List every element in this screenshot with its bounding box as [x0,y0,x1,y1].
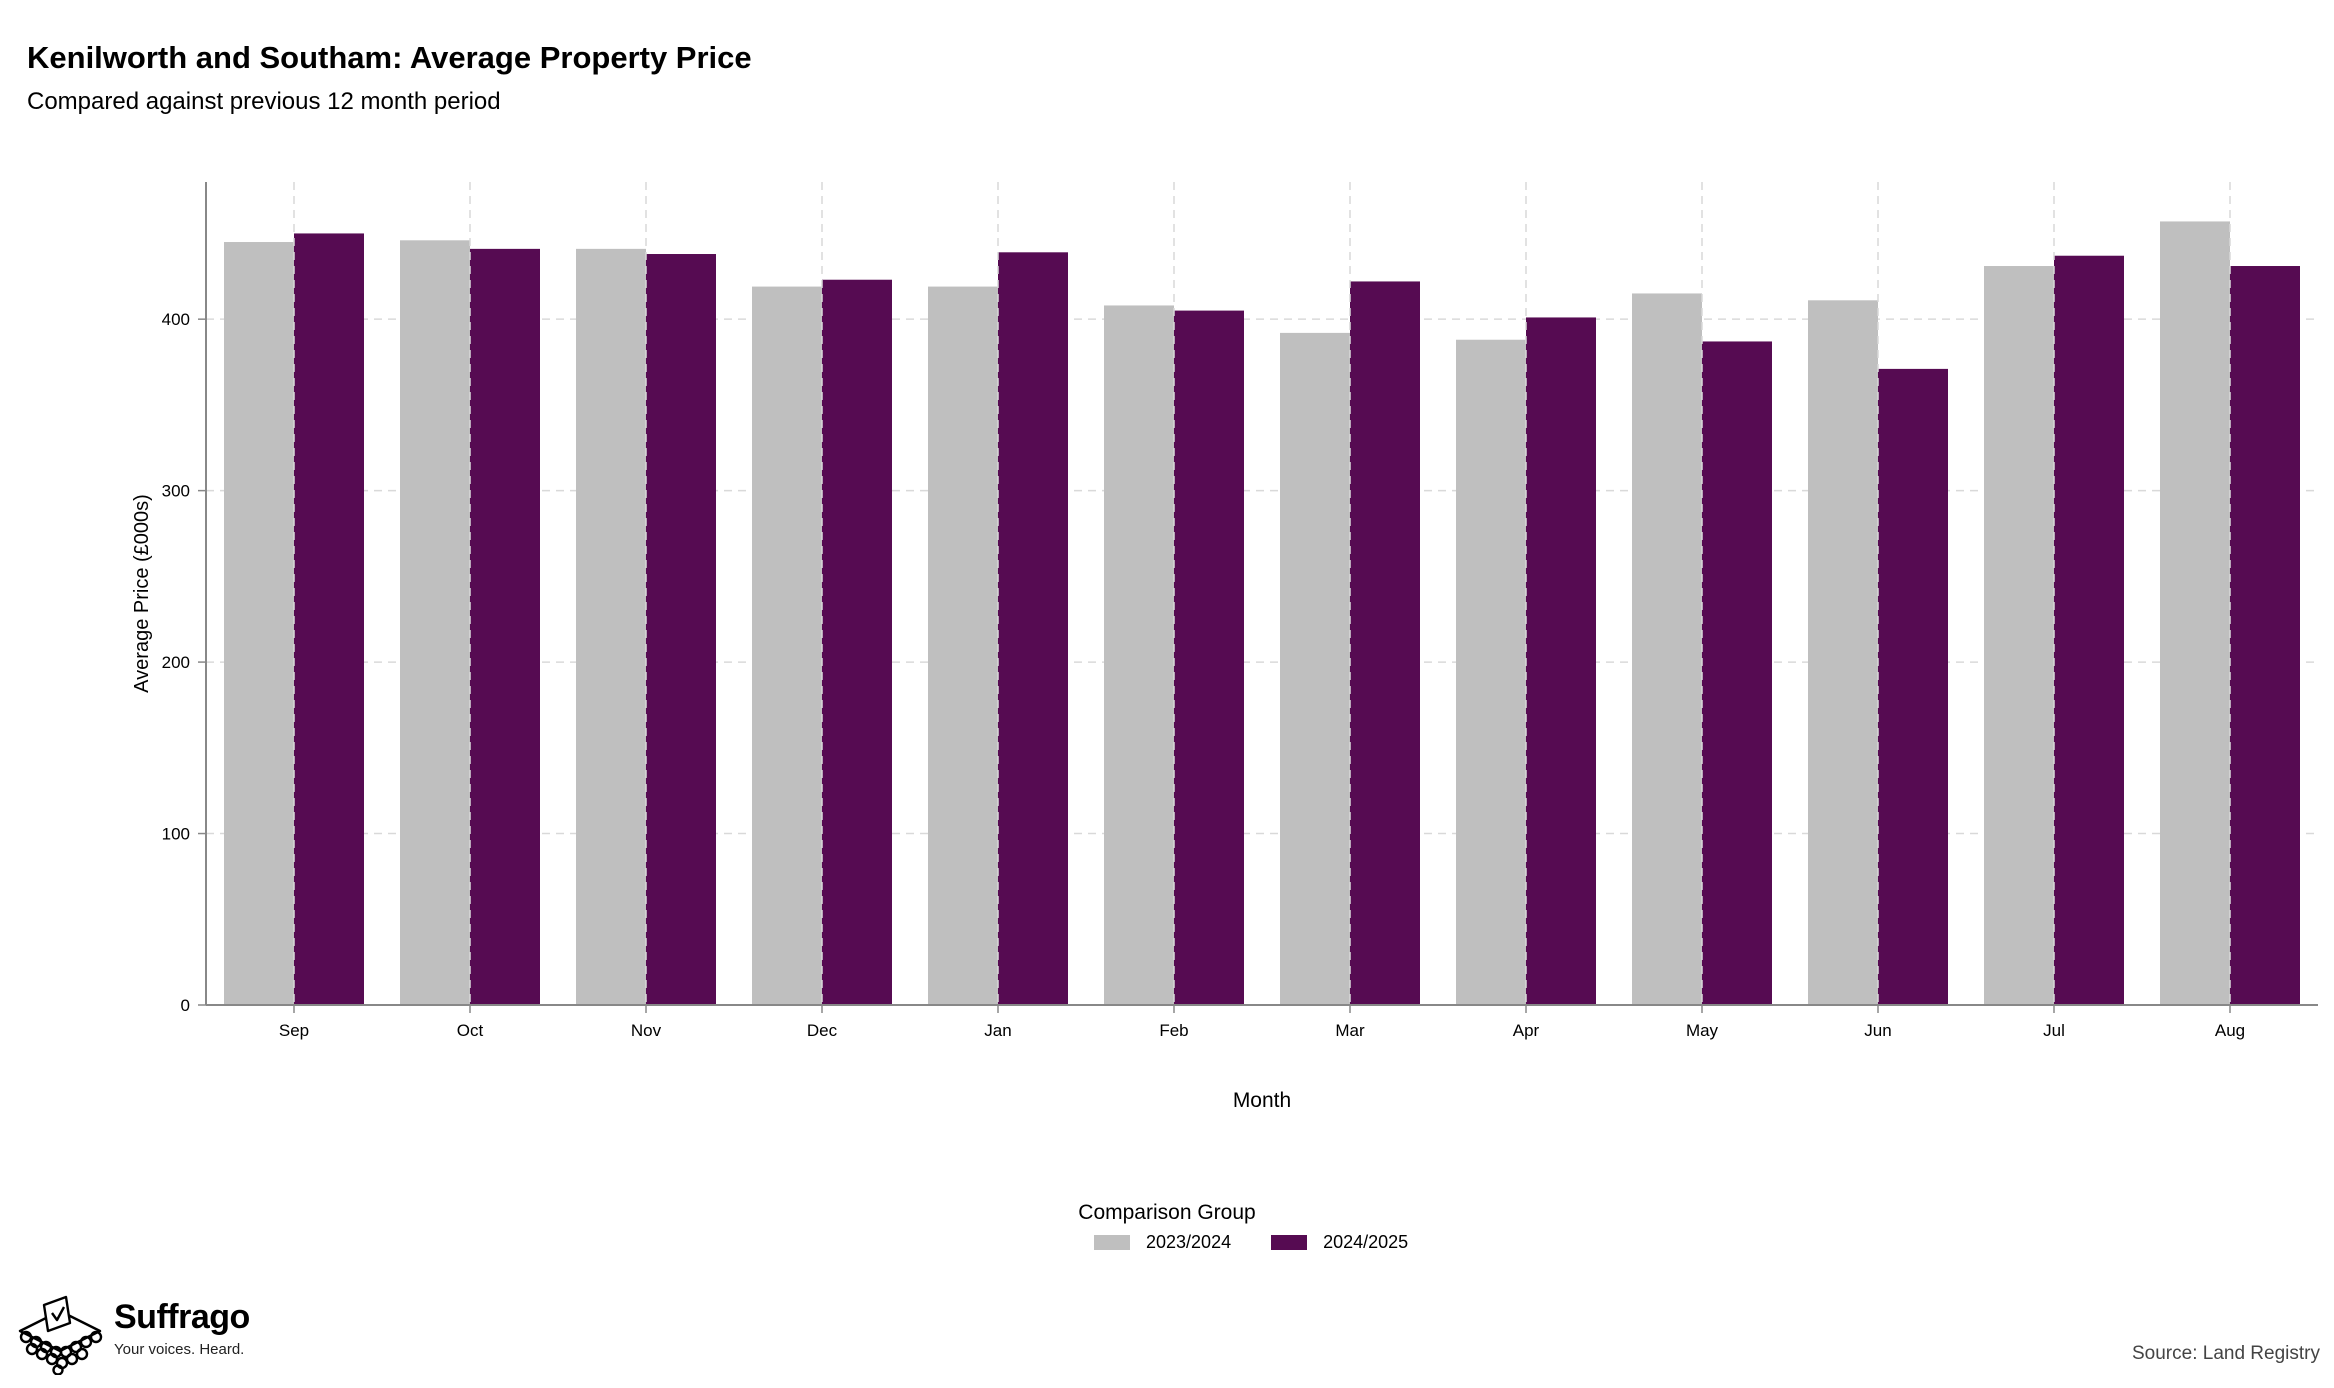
legend: 2023/2024 2024/2025 [1094,1232,1448,1253]
x-tick-label: Aug [2215,1021,2245,1040]
y-axis-label: Average Price (£000s) [131,494,153,693]
bar-2023-2024-oct [400,240,470,1005]
x-tick-label: Sep [279,1021,309,1040]
bar-2023-2024-may [1632,293,1702,1006]
bar-2024-2025-feb [1174,310,1244,1005]
bar-2024-2025-nov [646,254,716,1005]
bar-2024-2025-jun [1878,368,1948,1005]
legend-swatch-2023-2024 [1094,1235,1130,1250]
legend-item-2024-2025: 2024/2025 [1271,1232,1408,1253]
bar-2024-2025-dec [822,279,892,1005]
legend-label-2024-2025: 2024/2025 [1323,1232,1409,1252]
chart-title: Kenilworth and Southam: Average Property… [27,40,752,75]
bar-2023-2024-jan [928,286,998,1005]
bar-2023-2024-apr [1456,339,1526,1005]
bar-2024-2025-may [1702,341,1772,1005]
ballot-box-icon [18,1295,103,1375]
brand-tagline: Your voices. Heard. [114,1341,245,1358]
brand-name: Suffrago [114,1298,250,1336]
bar-2023-2024-feb [1104,305,1174,1005]
y-tick-label: 0 [181,996,190,1015]
suffrago-logo: Suffrago Your voices. Heard. [14,1293,250,1375]
legend-swatch-2024-2025 [1271,1235,1308,1250]
bar-2023-2024-sep [224,242,294,1005]
y-tick-label: 400 [162,310,190,329]
x-axis-label: Month [1233,1089,1291,1112]
chart-subtitle: Compared against previous 12 month perio… [27,88,501,115]
x-tick-label: Feb [1159,1021,1188,1040]
x-tick-label: Nov [631,1021,662,1040]
legend-label-2023-2024: 2023/2024 [1146,1232,1232,1252]
bar-2024-2025-mar [1350,281,1420,1006]
x-tick-label: Dec [807,1021,838,1040]
bar-2023-2024-dec [752,286,822,1005]
bar-2024-2025-sep [294,233,364,1005]
bar-2023-2024-aug [2160,221,2230,1005]
x-tick-label: Apr [1513,1021,1540,1040]
bar-chart: 0 100 200 300 400 Sep Oct Nov Dec Jan Feb Mar Apr May… [131,182,2318,1112]
bar-2023-2024-jun [1808,300,1878,1005]
bar-2024-2025-aug [2230,266,2300,1005]
x-tick-label: Jun [1864,1021,1891,1040]
x-tick-label: Oct [457,1021,484,1040]
legend-title: Comparison Group [1078,1201,1256,1224]
x-tick-label: Mar [1335,1021,1365,1040]
source-note: Source: Land Registry [2132,1343,2320,1364]
x-tick-label: Jan [984,1021,1011,1040]
bar-2024-2025-jul [2054,255,2124,1006]
bar-2023-2024-jul [1984,266,2054,1005]
bar-2023-2024-mar [1280,332,1350,1006]
y-tick-label: 100 [162,825,190,844]
bar-2024-2025-oct [470,248,540,1005]
bar-2023-2024-nov [576,248,646,1005]
bar-2024-2025-jan [998,252,1068,1005]
legend-item-2023-2024: 2023/2024 [1094,1232,1231,1253]
bar-2024-2025-apr [1526,317,1596,1005]
y-tick-label: 300 [162,482,190,501]
y-tick-label: 200 [162,653,190,672]
x-tick-label: May [1686,1021,1719,1040]
x-tick-label: Jul [2043,1021,2065,1040]
